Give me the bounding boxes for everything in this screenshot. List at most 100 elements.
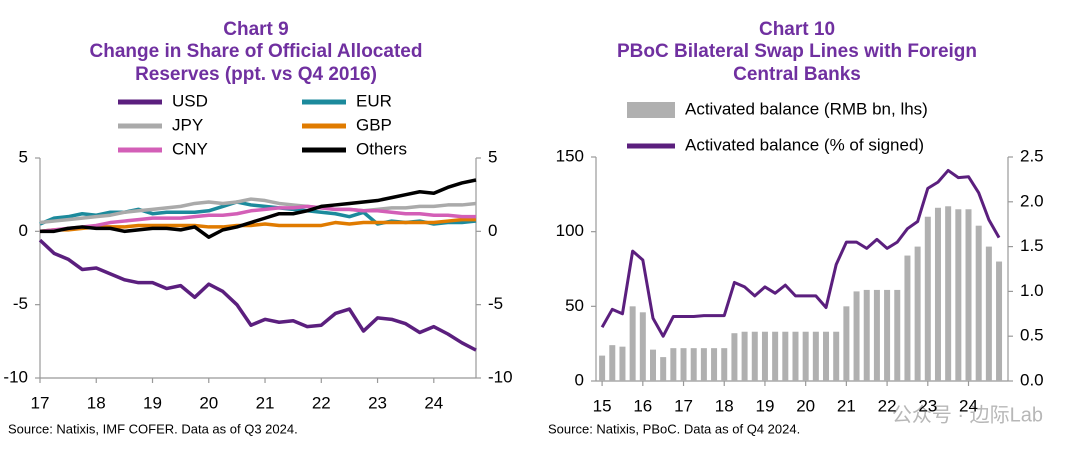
- y2-tick-label: -5: [488, 294, 503, 313]
- y-tick-label: 0: [19, 221, 28, 240]
- y-tick-label: 0: [575, 370, 584, 389]
- x-tick-label: 23: [368, 393, 387, 412]
- source: Source: Natixis, IMF COFER. Data as of Q…: [8, 421, 298, 436]
- y-tick-label: 50: [565, 296, 584, 315]
- x-tick-label: 23: [918, 396, 937, 415]
- legend-label: Others: [356, 139, 407, 158]
- legend-label: EUR: [356, 91, 392, 110]
- y-tick-label: 5: [19, 147, 28, 166]
- bar: [894, 289, 901, 381]
- x-tick-label: 19: [143, 393, 162, 412]
- bar: [873, 289, 880, 381]
- bar: [945, 206, 952, 381]
- y2-tick-label: 2.5: [1020, 146, 1044, 165]
- x-tick-label: 20: [796, 396, 815, 415]
- legend-label: JPY: [172, 115, 203, 134]
- line: [600, 168, 1001, 338]
- bar: [843, 306, 850, 381]
- legend-label: USD: [172, 91, 208, 110]
- line: [40, 178, 477, 239]
- bar: [772, 331, 779, 381]
- bar: [863, 289, 870, 381]
- bar: [965, 209, 972, 381]
- bar: [853, 291, 860, 381]
- legend-label: CNY: [172, 139, 208, 158]
- chart-title: Change in Share of Official Allocated: [90, 41, 423, 62]
- legend-label: Activated balance (RMB bn, lhs): [685, 99, 928, 118]
- x-tick-label: 18: [87, 393, 106, 412]
- x-tick-label: 21: [837, 396, 856, 415]
- bar: [639, 312, 646, 381]
- bar: [731, 333, 738, 381]
- legend-label: GBP: [356, 115, 392, 134]
- x-tick-label: 17: [674, 396, 693, 415]
- x-tick-label: 24: [959, 396, 978, 415]
- y-tick-label: -10: [3, 367, 28, 386]
- legend-swatch: [627, 102, 675, 118]
- bar: [761, 331, 768, 381]
- x-tick-label: 21: [256, 393, 275, 412]
- y2-tick-label: 0: [488, 221, 497, 240]
- bar: [802, 331, 809, 381]
- bar: [629, 306, 636, 381]
- x-tick-label: 20: [199, 393, 218, 412]
- bar: [782, 331, 789, 381]
- bar: [649, 349, 656, 381]
- bar: [751, 331, 758, 381]
- bar: [833, 331, 840, 381]
- line: [39, 204, 476, 234]
- y2-tick-label: 2.0: [1020, 191, 1044, 210]
- x-tick-label: 18: [715, 396, 734, 415]
- bar: [690, 348, 697, 381]
- bar: [660, 357, 667, 381]
- y2-tick-label: 1.5: [1020, 236, 1044, 255]
- bar: [619, 346, 626, 381]
- bar: [884, 289, 891, 381]
- chart-label: Chart 9: [223, 19, 288, 40]
- bar: [985, 246, 992, 381]
- x-tick-label: 15: [593, 396, 612, 415]
- y2-tick-label: 0.5: [1020, 326, 1044, 345]
- legend-label: Activated balance (% of signed): [685, 135, 924, 154]
- line: [39, 197, 477, 225]
- line: [38, 238, 477, 352]
- bar: [975, 225, 982, 381]
- bar: [904, 255, 911, 381]
- bar: [823, 331, 830, 381]
- y-tick-label: 150: [556, 146, 584, 165]
- source: Source: Natixis, PBoC. Data as of Q4 202…: [548, 421, 800, 436]
- x-tick-label: 16: [633, 396, 652, 415]
- bar: [812, 331, 819, 381]
- y-tick-label: 100: [556, 221, 584, 240]
- bar: [680, 348, 687, 381]
- bar: [599, 355, 606, 381]
- x-tick-label: 22: [312, 393, 331, 412]
- watermark: 公众号 · 边际Lab: [892, 403, 1043, 426]
- y2-tick-label: 0.0: [1020, 370, 1044, 389]
- chart-title: Reserves (ppt. vs Q4 2016): [135, 64, 377, 85]
- y2-tick-label: -10: [488, 367, 513, 386]
- y-tick-label: -5: [13, 294, 28, 313]
- bar: [955, 209, 962, 381]
- line: [39, 217, 476, 234]
- y2-tick-label: 1.0: [1020, 281, 1044, 300]
- bar: [711, 348, 718, 381]
- chart-label: Chart 10: [759, 19, 835, 40]
- chart-title: Central Banks: [733, 64, 861, 85]
- chart-title: PBoC Bilateral Swap Lines with Foreign: [617, 41, 977, 62]
- bar: [721, 348, 728, 381]
- x-tick-label: 22: [878, 396, 897, 415]
- x-tick-label: 24: [424, 393, 443, 412]
- bar: [609, 345, 616, 381]
- bar: [934, 207, 941, 381]
- bar: [914, 246, 921, 381]
- bar: [792, 331, 799, 381]
- x-tick-label: 19: [755, 396, 774, 415]
- bar: [996, 261, 1003, 381]
- bar: [670, 348, 677, 381]
- y2-tick-label: 5: [488, 147, 497, 166]
- bar: [741, 331, 748, 381]
- bar: [924, 216, 931, 381]
- x-tick-label: 17: [31, 393, 50, 412]
